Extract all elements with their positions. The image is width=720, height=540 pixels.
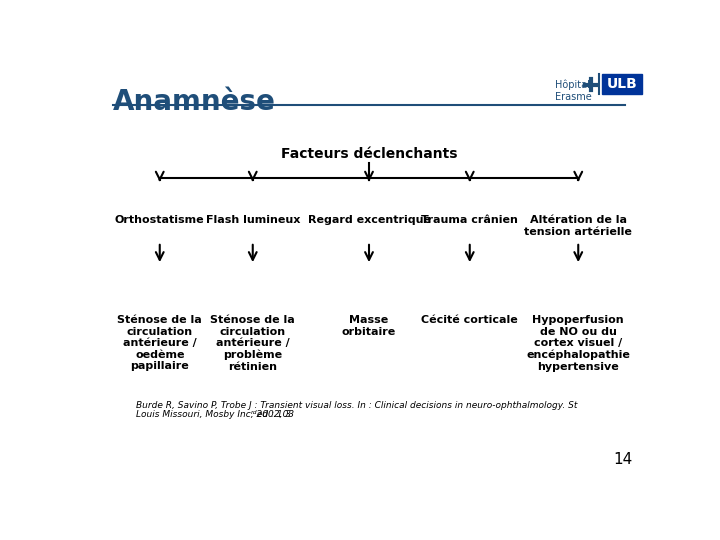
Text: Regard excentrique: Regard excentrique (307, 215, 431, 225)
Text: Anamnèse: Anamnèse (113, 88, 276, 116)
Text: Cécité corticale: Cécité corticale (421, 315, 518, 325)
Text: Hypoperfusion
de NO ou du
cortex visuel /
encéphalopathie
hypertensive: Hypoperfusion de NO ou du cortex visuel … (526, 315, 630, 372)
Text: Hôpital
Erasme: Hôpital Erasme (555, 79, 592, 102)
Text: rd: rd (251, 410, 257, 415)
Text: 14: 14 (613, 452, 632, 467)
FancyBboxPatch shape (601, 74, 642, 94)
Text: Masse
orbitaire: Masse orbitaire (342, 315, 396, 336)
Text: Sténose de la
circulation
antérieure /
problème
rétinien: Sténose de la circulation antérieure / p… (210, 315, 295, 372)
Text: Louis Missouri, Mosby Inc, 2002, 3: Louis Missouri, Mosby Inc, 2002, 3 (137, 410, 292, 418)
Text: Orthostatisme: Orthostatisme (115, 215, 204, 225)
Text: Sténose de la
circulation
antérieure /
oedème
papillaire: Sténose de la circulation antérieure / o… (117, 315, 202, 372)
Text: Flash lumineux: Flash lumineux (206, 215, 300, 225)
Text: Burde R, Savino P, Trobe J : Transient visual loss. In : Clinical decisions in n: Burde R, Savino P, Trobe J : Transient v… (137, 401, 578, 410)
Text: ed : 103: ed : 103 (254, 410, 294, 418)
Text: Facteurs déclenchants: Facteurs déclenchants (281, 147, 457, 161)
Text: ULB: ULB (606, 77, 637, 91)
Text: Trauma crânien: Trauma crânien (421, 215, 518, 225)
Text: Altération de la
tension artérielle: Altération de la tension artérielle (524, 215, 632, 237)
